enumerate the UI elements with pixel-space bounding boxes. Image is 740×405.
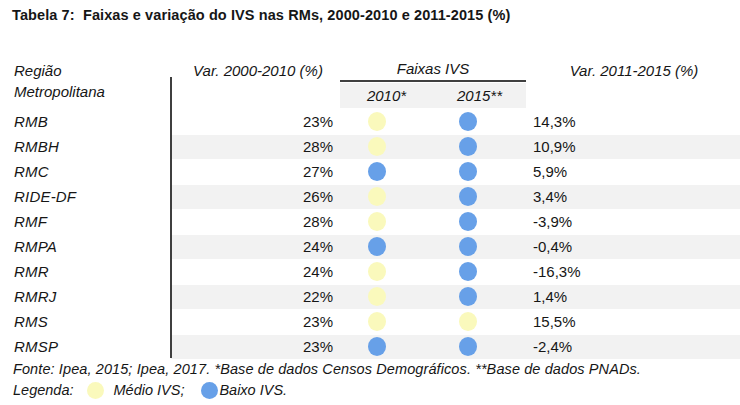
ivs-2015-dot-medio xyxy=(459,312,477,331)
table-row: RMC 27% 5,9% xyxy=(0,159,740,184)
table-row: RMB 23% 14,3% xyxy=(0,109,740,134)
table-row: RMRJ 22% 1,4% xyxy=(0,284,740,309)
ivs-2010-dot-baixo xyxy=(368,162,386,181)
region-label: RMPA xyxy=(14,234,57,259)
var-2011-2015-header: Var. 2011-2015 (%) xyxy=(545,62,723,79)
var-2000-2010-value: 24% xyxy=(180,234,333,259)
ivs-2015-dot-baixo xyxy=(459,262,477,281)
region-label: RIDE-DF xyxy=(14,184,76,209)
table-row: RIDE-DF 26% 3,4% xyxy=(0,184,740,209)
region-label: RMRJ xyxy=(14,284,56,309)
ivs-2015-dot-baixo xyxy=(459,287,477,306)
legend-medio-ivs-dot xyxy=(87,382,104,399)
var-2000-2010-value: 28% xyxy=(180,209,333,234)
var-2000-2010-value: 28% xyxy=(180,134,333,159)
column-divider-line xyxy=(170,77,172,358)
var-2011-2015-value: 15,5% xyxy=(533,309,576,334)
var-2000-2010-header: Var. 2000-2010 (%) xyxy=(178,62,338,79)
table-body: RMB23%14,3%RMBH28%10,9%RMC27%5,9%RIDE-DF… xyxy=(0,109,740,359)
ivs-2015-dot-baixo xyxy=(459,162,477,181)
var-2000-2010-value: 23% xyxy=(180,309,333,334)
var-2011-2015-value: -16,3% xyxy=(533,259,581,284)
var-2011-2015-value: 10,9% xyxy=(533,134,576,159)
legend-baixo-ivs-dot xyxy=(201,382,218,399)
ivs-2015-dot-baixo xyxy=(459,137,477,156)
var-2000-2010-value: 23% xyxy=(180,334,333,359)
var-2000-2010-value: 24% xyxy=(180,259,333,284)
ivs-2010-dot-baixo xyxy=(368,237,386,256)
region-header-line1: Região xyxy=(14,60,105,81)
ivs-2010-dot-medio xyxy=(368,312,386,331)
source-note: Fonte: Ipea, 2015; Ipea, 2017. *Base de … xyxy=(13,360,641,379)
table-row: RMSP 23% -2,4% xyxy=(0,334,740,359)
table-row: RMF 28% -3,9% xyxy=(0,209,740,234)
table-row: RMPA 24% -0,4% xyxy=(0,234,740,259)
region-column-header: Região Metropolitana xyxy=(14,60,105,102)
ivs-2010-dot-medio xyxy=(368,287,386,306)
table-row: RMR 24% -16,3% xyxy=(0,259,740,284)
table-title: Tabela 7: Faixas e variação do IVS nas R… xyxy=(12,7,510,23)
ivs-2010-dot-medio xyxy=(368,262,386,281)
var-2000-2010-value: 23% xyxy=(180,109,333,134)
var-2011-2015-value: -2,4% xyxy=(533,334,572,359)
region-header-line2: Metropolitana xyxy=(14,81,105,102)
region-label: RMSP xyxy=(14,334,58,359)
region-label: RMF xyxy=(14,209,47,234)
legend: Legenda: Médio IVS; Baixo IVS. xyxy=(13,380,287,400)
ivs-2015-dot-baixo xyxy=(459,237,477,256)
subheader-2015: 2015** xyxy=(433,83,526,108)
subheader-2010: 2010* xyxy=(340,83,433,108)
ivs-2010-dot-medio xyxy=(368,212,386,231)
var-2000-2010-value: 22% xyxy=(180,284,333,309)
var-2011-2015-value: 1,4% xyxy=(533,284,567,309)
region-label: RMR xyxy=(14,259,49,284)
table-row: RMS 23% 15,5% xyxy=(0,309,740,334)
var-2000-2010-value: 27% xyxy=(180,159,333,184)
var-2011-2015-value: 3,4% xyxy=(533,184,567,209)
ivs-2010-dot-medio xyxy=(368,112,386,131)
var-2011-2015-value: 14,3% xyxy=(533,109,576,134)
region-label: RMS xyxy=(14,309,48,334)
var-2000-2010-value: 26% xyxy=(180,184,333,209)
legend-baixo-ivs-label: Baixo IVS. xyxy=(219,382,287,398)
var-2011-2015-value: -0,4% xyxy=(533,234,572,259)
var-2011-2015-value: -3,9% xyxy=(533,209,572,234)
region-label: RMC xyxy=(14,159,49,184)
ivs-2015-dot-baixo xyxy=(459,337,477,356)
ivs-2015-dot-baixo xyxy=(459,187,477,206)
ivs-2010-dot-medio xyxy=(368,187,386,206)
faixas-ivs-subheader-box: 2010* 2015** xyxy=(340,83,526,108)
legend-medio-ivs-label: Médio IVS; xyxy=(113,382,184,398)
faixas-ivs-group-header: Faixas IVS xyxy=(340,60,526,82)
ivs-2015-dot-baixo xyxy=(459,112,477,131)
ivs-2010-dot-baixo xyxy=(368,337,386,356)
region-label: RMB xyxy=(14,109,48,134)
ivs-2015-dot-baixo xyxy=(459,212,477,231)
legend-label: Legenda: xyxy=(13,382,73,398)
ivs-2010-dot-medio xyxy=(368,137,386,156)
region-label: RMBH xyxy=(14,134,59,159)
table-figure: Tabela 7: Faixas e variação do IVS nas R… xyxy=(0,0,740,405)
table-row: RMBH 28% 10,9% xyxy=(0,134,740,159)
var-2011-2015-value: 5,9% xyxy=(533,159,567,184)
